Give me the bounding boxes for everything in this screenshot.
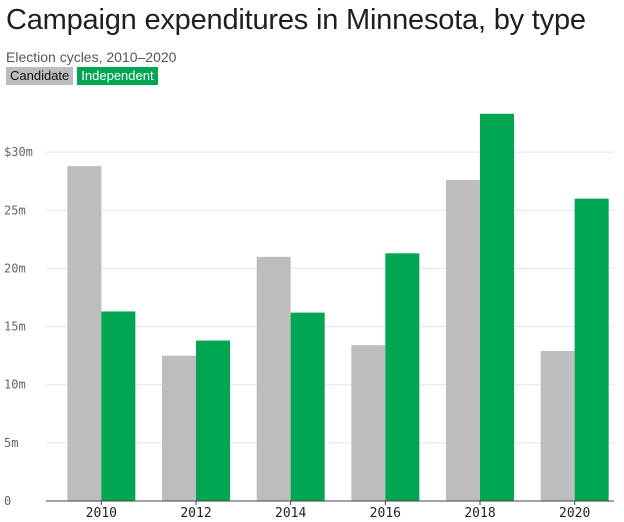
y-tick-label: 20m	[4, 261, 26, 275]
bar-candidate-2016	[351, 345, 386, 501]
bar-candidate-2010	[67, 166, 102, 501]
x-tick-label: 2010	[86, 506, 117, 521]
y-tick-label: 25m	[4, 203, 26, 217]
x-tick-label: 2014	[275, 506, 306, 521]
bar-independent-2014	[290, 312, 325, 501]
chart-title: Campaign expenditures in Minnesota, by t…	[6, 4, 586, 36]
bar-independent-2016	[385, 253, 420, 501]
bar-independent-2012	[196, 340, 230, 501]
chart-subtitle: Election cycles, 2010–2020	[6, 49, 177, 65]
y-tick-label: 15m	[4, 320, 26, 334]
x-tick-label: 2018	[464, 506, 495, 521]
legend-candidate: Candidate	[6, 67, 74, 85]
bar-candidate-2018	[446, 180, 480, 501]
y-tick-label: 5m	[4, 436, 18, 450]
legend-independent: Independent	[77, 67, 158, 85]
x-tick-label: 2012	[180, 506, 211, 521]
bar-independent-2020	[574, 198, 609, 501]
bar-candidate-2014	[256, 256, 291, 501]
x-tick-label: 2016	[370, 506, 401, 521]
bar-independent-2010	[101, 311, 136, 501]
axes: 0 5m 10m 15m 20m 25m $30m 2010 2012 2014 2016 2018 2…	[4, 145, 614, 521]
y-tick-label: 10m	[4, 378, 26, 392]
bar-independent-2018	[480, 113, 514, 502]
bar-candidate-2020	[540, 350, 575, 501]
x-tick-label: 2020	[559, 506, 590, 521]
chart-legend: Candidate Independent	[6, 67, 158, 85]
y-tick-label: 0	[4, 494, 11, 508]
bar-candidate-2012	[162, 355, 196, 501]
bars	[67, 113, 609, 502]
gridlines	[46, 151, 614, 444]
y-tick-label: $30m	[4, 145, 33, 159]
